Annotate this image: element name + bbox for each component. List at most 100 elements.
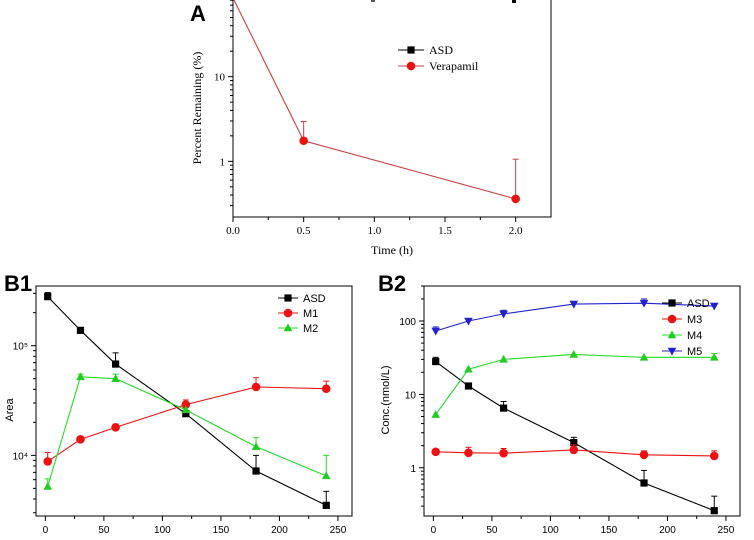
m3-marker (431, 447, 441, 457)
panel-b2-y-axis-label: Conc.(nmol/L) (380, 365, 392, 434)
m4-marker (499, 354, 508, 363)
x-tick-label: 200 (271, 525, 288, 536)
panel-a-x-ticks: 0.0 0.5 1.0 1.5 2.0 (226, 217, 523, 237)
m4-series-line (435, 353, 715, 415)
m1-series-line (47, 386, 327, 462)
legend-verapamil-marker (406, 61, 416, 71)
panel-b1-chart: B1 Area 0 50 100 150 200 250 10⁴ 10⁵ ASD M1 M2 (4, 271, 353, 536)
m4-marker (639, 352, 649, 361)
m3-series-line (435, 449, 715, 457)
x-tick-label: 0.5 (297, 225, 311, 237)
x-tick-label: 0 (431, 525, 437, 536)
panel-b2-label: B2 (378, 271, 406, 296)
x-tick-label: 0 (43, 525, 49, 536)
y-tick-label: 1 (410, 464, 416, 475)
y-tick-label: 10⁴ (13, 451, 28, 462)
m5-marker (569, 300, 579, 309)
asd-marker (44, 293, 52, 301)
m3-marker (639, 450, 649, 460)
m2-series-line (47, 376, 327, 487)
m4-marker (464, 364, 473, 373)
legend-label-m1: M1 (303, 308, 318, 320)
legend-label-m5: M5 (687, 346, 702, 358)
x-tick-label: 0.0 (226, 225, 240, 237)
legend-label-m4: M4 (687, 330, 702, 342)
legend-m5-marker (667, 347, 677, 356)
asd-marker (322, 501, 330, 509)
verapamil-marker (511, 194, 520, 204)
x-tick-label: 150 (601, 525, 618, 536)
m2-marker (321, 471, 331, 480)
x-tick-label: 150 (213, 525, 230, 536)
crop-artifact (512, 0, 516, 3)
m2-marker (111, 374, 120, 382)
m4-marker (709, 352, 719, 361)
m1-marker (111, 423, 120, 432)
y-tick-label: 10 (214, 72, 226, 84)
panel-a-y-ticks: 1 10 (214, 0, 233, 207)
y-tick-label: 10 (405, 390, 417, 401)
m5-marker (464, 317, 473, 326)
panel-a-chart: A Time (h) Percent Remaining (%) 0.0 0.5 1… (190, 0, 552, 257)
panel-b2-chart: B2 Conc.(nmol/L) 0 50 100 150 200 250 110100 … (378, 271, 741, 536)
m4-marker (569, 349, 579, 358)
x-tick-label: 50 (486, 525, 498, 536)
m3-marker (709, 451, 719, 461)
m1-marker (43, 457, 53, 466)
asd-marker (640, 479, 648, 487)
x-tick-label: 250 (330, 525, 347, 536)
crop-artifact (371, 0, 375, 2)
x-tick-label: 1.0 (367, 225, 381, 237)
x-tick-label: 100 (154, 525, 171, 536)
panel-b1-plot-frame (35, 285, 353, 517)
m1-marker (76, 435, 85, 444)
panel-b2-data-marks (431, 298, 719, 515)
x-tick-label: 250 (718, 525, 735, 536)
m3-marker (499, 448, 508, 458)
m5-marker (639, 299, 649, 308)
x-tick-label: 200 (659, 525, 676, 536)
m1-marker (251, 382, 261, 392)
legend-label-asd: ASD (303, 293, 326, 305)
panel-a-plot-frame (232, 0, 552, 218)
x-tick-label: 100 (542, 525, 559, 536)
asd-marker (111, 360, 120, 368)
panel-b1-x-ticks: 0 50 100 150 200 250 (43, 516, 347, 536)
asd-marker (570, 439, 578, 447)
m3-marker (569, 445, 579, 455)
asd-marker (710, 507, 718, 515)
asd-marker (182, 410, 190, 418)
legend-label-asd: ASD (687, 298, 710, 310)
panel-b1-y-axis-label: Area (4, 398, 16, 422)
legend-label-verapamil: Verapamil (429, 59, 479, 73)
panel-b1-legend: ASD M1 M2 (278, 293, 326, 335)
panel-b1-data-marks (43, 292, 331, 509)
asd-marker (464, 382, 473, 390)
m2-marker (251, 442, 261, 450)
legend-m1-marker (283, 308, 293, 318)
m5-marker (431, 327, 441, 336)
m2-marker (76, 372, 85, 381)
legend-m4-marker (667, 330, 677, 339)
x-tick-label: 2.0 (509, 225, 523, 237)
verapamil-series-line (233, 0, 516, 200)
asd-marker (499, 404, 508, 412)
panel-b2-legend: ASD M3 M4 M5 (662, 298, 710, 358)
asd-series-line (435, 361, 715, 512)
x-tick-label: 1.5 (438, 225, 452, 237)
legend-asd-marker (407, 46, 415, 54)
legend-label-asd: ASD (429, 43, 453, 57)
verapamil-marker (299, 136, 308, 146)
panel-a-data-marks (233, 0, 520, 204)
panel-a-label: A (190, 1, 206, 26)
panel-b2-y-ticks: 1 10 100 (399, 285, 424, 507)
asd-marker (432, 357, 440, 366)
m5-marker (499, 310, 508, 319)
panel-a-legend: ASD Verapamil (398, 43, 479, 73)
x-tick-label: 50 (98, 525, 110, 536)
m1-marker (321, 384, 331, 394)
asd-marker (76, 326, 85, 334)
panel-b1-label: B1 (4, 271, 32, 296)
legend-asd-marker (284, 294, 292, 302)
